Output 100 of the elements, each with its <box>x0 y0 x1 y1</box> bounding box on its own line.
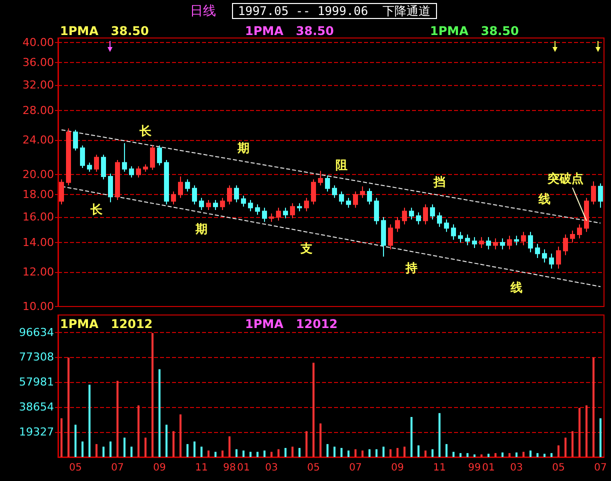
bar <box>298 448 300 457</box>
candlestick <box>206 200 211 211</box>
candlestick <box>521 231 526 246</box>
candlestick <box>101 154 106 180</box>
candlestick <box>423 204 428 225</box>
candlestick <box>465 234 470 246</box>
bar <box>242 450 244 457</box>
y-tick-label: 32.00 <box>22 78 54 92</box>
bar <box>110 442 112 457</box>
bar <box>158 369 160 457</box>
bar <box>236 449 238 457</box>
bar <box>152 333 154 457</box>
x-tick-label: 07 <box>349 462 362 474</box>
candlestick <box>507 235 512 250</box>
x-tick-label: 98 <box>223 462 236 474</box>
text: 长期支持线 <box>90 202 522 295</box>
x-tick-label: 07 <box>594 462 607 474</box>
candlestick <box>66 128 71 186</box>
bar <box>578 408 580 457</box>
annotation: 1PMA 12012 <box>245 317 338 331</box>
candlestick <box>514 235 519 246</box>
bar <box>600 418 602 457</box>
x-tick-label: 09 <box>391 462 404 474</box>
bar <box>572 431 574 457</box>
candlestick <box>591 180 596 205</box>
candlestick <box>563 234 568 256</box>
candlestick <box>311 178 316 205</box>
candlestick <box>199 197 204 211</box>
bar <box>222 450 224 457</box>
bar <box>228 436 230 457</box>
bar <box>516 452 518 457</box>
candlestick <box>136 166 141 178</box>
bar <box>208 450 210 457</box>
candlestick <box>367 188 372 205</box>
candlestick <box>500 238 505 250</box>
y-tick-label: 57981 <box>19 376 54 389</box>
candlestick <box>241 195 246 208</box>
y-tick-label: 24.00 <box>22 133 54 146</box>
y-tick-label: 16.00 <box>22 210 54 224</box>
bar <box>550 453 552 457</box>
candlestick <box>444 218 449 232</box>
bar <box>214 452 216 457</box>
candlestick <box>164 159 169 205</box>
y-tick-label: 20.00 <box>22 168 54 182</box>
x-tick-label: 05 <box>69 462 82 474</box>
bar <box>424 450 426 457</box>
bar <box>312 362 314 457</box>
candlestick <box>346 197 351 208</box>
bar <box>348 450 350 457</box>
candlestick <box>108 173 113 203</box>
bar <box>284 448 286 457</box>
candlestick <box>402 207 407 225</box>
x-tick-label: 01 <box>237 462 250 474</box>
y-tick-label: 36.00 <box>22 56 54 70</box>
bar <box>102 446 104 457</box>
chart-title: 1997.05 -- 1999.06 下降通道 <box>238 4 430 18</box>
x-tick-label: 05 <box>552 462 565 474</box>
x-tick-label: 09 <box>153 462 166 474</box>
annotation: 1PMA 12012 <box>60 317 153 331</box>
bar <box>82 442 84 457</box>
candlestick <box>360 186 365 198</box>
bar <box>200 446 202 457</box>
bar <box>278 449 280 457</box>
bar <box>536 453 538 457</box>
candlestick <box>213 200 218 211</box>
candlestick <box>493 238 498 250</box>
candlestick <box>73 129 78 151</box>
bar <box>438 413 440 457</box>
candlestick <box>395 216 400 232</box>
bar <box>502 452 504 457</box>
bar <box>564 438 566 457</box>
candlestick <box>584 197 589 232</box>
y-tick-label: 38654 <box>19 400 54 414</box>
x-tick-label: 11 <box>433 462 446 474</box>
bar <box>326 444 328 457</box>
bar <box>194 442 196 457</box>
candlestick <box>227 184 232 205</box>
candlestick <box>570 230 575 243</box>
candlestick <box>143 164 148 172</box>
candlestick <box>486 236 491 250</box>
candlestick <box>549 253 554 270</box>
bar <box>340 448 342 457</box>
bar <box>544 454 546 457</box>
y-tick-label: 28.00 <box>22 104 54 118</box>
candlestick <box>80 145 85 169</box>
bar <box>88 384 90 457</box>
bar <box>432 449 434 457</box>
bar <box>404 446 406 457</box>
x-tick-label: 99 <box>468 462 481 474</box>
candlestick <box>304 197 309 212</box>
candlestick <box>171 191 176 205</box>
y-tick-label: 12.00 <box>22 265 54 278</box>
bar <box>180 414 182 457</box>
bar <box>292 446 294 457</box>
candlestick <box>248 200 253 212</box>
bar <box>530 450 532 457</box>
bar <box>410 416 412 457</box>
candlestick <box>535 243 540 259</box>
bar <box>396 448 398 457</box>
candlestick <box>577 224 582 239</box>
